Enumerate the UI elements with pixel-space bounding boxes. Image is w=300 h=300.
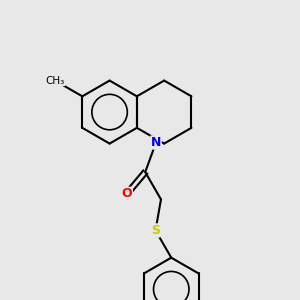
Text: CH₃: CH₃ [45,76,65,85]
Text: O: O [122,187,132,200]
Text: N: N [151,136,161,149]
Text: S: S [151,224,160,237]
